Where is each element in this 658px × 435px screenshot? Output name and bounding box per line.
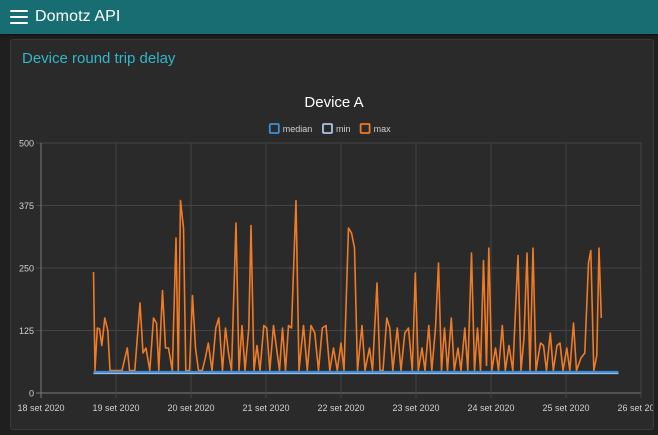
rtt-chart: Device A median min max 0 125 250 375 500 18 se… [17, 94, 653, 414]
chart-card: Device round trip delay Device A median m… [10, 39, 654, 430]
y-tick-label: 500 [19, 139, 34, 149]
legend-label-min: min [336, 124, 351, 134]
x-tick-label: 18 set 2020 [17, 403, 64, 413]
chart-title: Device A [304, 94, 363, 111]
y-tick-label: 125 [19, 326, 34, 336]
legend-swatch-max [359, 123, 371, 134]
legend-swatch-median [268, 123, 280, 134]
x-tick-label: 23 set 2020 [392, 403, 439, 413]
legend-label-max: max [374, 124, 392, 134]
chart-series [92, 199, 619, 375]
x-tick-label: 25 set 2020 [542, 403, 589, 413]
legend-swatch-min [322, 123, 333, 134]
chart-legend: median min max [268, 123, 392, 134]
y-tick-label: 375 [19, 201, 34, 211]
y-tick-label: 250 [19, 264, 34, 274]
card-title: Device round trip delay [22, 50, 176, 67]
chart-axes: 0 125 250 375 500 18 set 2020 19 set 2020 20 se… [17, 139, 653, 414]
legend-label-median: median [283, 124, 313, 134]
x-tick-label: 26 set 2020 [617, 403, 653, 413]
x-tick-label: 20 set 2020 [167, 403, 214, 413]
x-tick-label: 24 set 2020 [467, 403, 514, 413]
x-tick-label: 19 set 2020 [92, 403, 139, 413]
hamburger-menu-icon[interactable] [10, 10, 28, 24]
x-tick-label: 21 set 2020 [242, 403, 289, 413]
app-bar: Domotz API [0, 0, 658, 34]
x-tick-label: 22 set 2020 [317, 403, 364, 413]
app-title: Domotz API [35, 8, 121, 25]
y-tick-label: 0 [29, 389, 34, 399]
series-line-max [92, 199, 603, 372]
